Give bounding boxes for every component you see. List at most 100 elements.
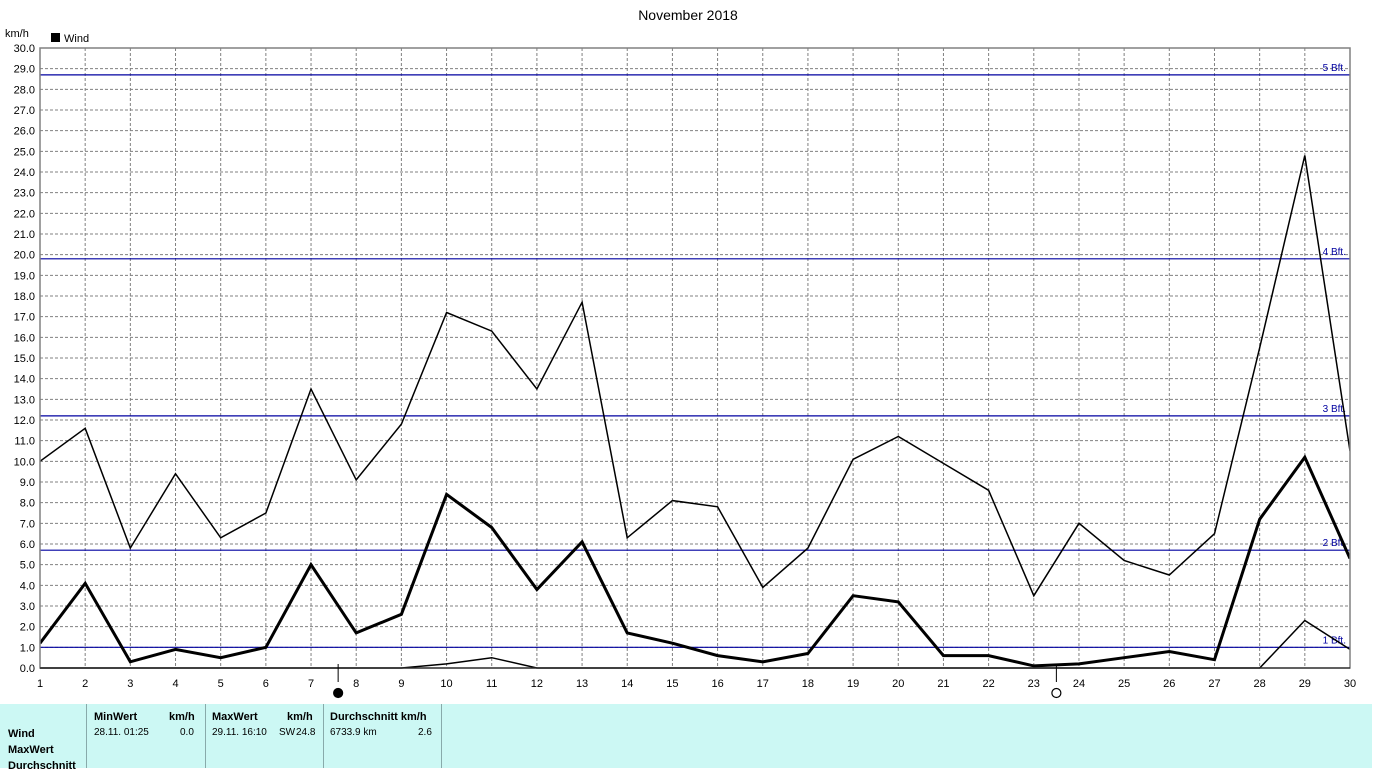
- y-tick-label: 3.0: [20, 601, 35, 613]
- x-tick-label: 28: [1254, 678, 1266, 690]
- grid: [39, 47, 1351, 669]
- y-tick-label: 9.0: [20, 477, 35, 489]
- y-tick-label: 10.0: [14, 456, 35, 468]
- y-tick-label: 16.0: [14, 332, 35, 344]
- y-tick-label: 20.0: [14, 250, 35, 262]
- beaufort-label: 1 Bft.: [1323, 635, 1346, 646]
- x-tick-label: 15: [666, 678, 678, 690]
- min-unit: km/h: [169, 711, 195, 723]
- stats-separator: [86, 704, 87, 768]
- beaufort-lines: 1 Bft. 2 Bft. 3 Bft. 4 Bft. 5 Bft.: [40, 63, 1350, 648]
- y-tick-label: 7.0: [20, 518, 35, 530]
- moon-phases: [333, 664, 1062, 699]
- min-value: 0.0: [180, 727, 194, 738]
- y-tick-label: 22.0: [14, 208, 35, 220]
- series-lines: [40, 155, 1350, 669]
- x-tick-label: 16: [711, 678, 723, 690]
- y-tick-label: 30.0: [14, 43, 35, 55]
- y-tick-label: 2.0: [20, 622, 35, 634]
- new-moon-icon: [333, 687, 344, 699]
- x-tick-label: 21: [937, 678, 949, 690]
- stats-row-durchschnitt: Durchschnitt: [8, 760, 76, 772]
- max-value: 24.8: [296, 727, 316, 738]
- beaufort-label: 5 Bft.: [1323, 63, 1346, 74]
- y-tick-label: 0.0: [20, 663, 35, 675]
- avg-header: Durchschnitt km/h: [330, 711, 427, 723]
- y-tick-label: 4.0: [20, 580, 35, 592]
- x-tick-label: 26: [1163, 678, 1175, 690]
- x-tick-label: 3: [127, 678, 133, 690]
- y-tick-label: 1.0: [20, 642, 35, 654]
- stats-row-maxwert: MaxWert: [8, 744, 54, 756]
- x-tick-label: 17: [757, 678, 769, 690]
- avg-distance: 6733.9 km: [330, 727, 377, 738]
- legend-label: Wind: [64, 33, 89, 45]
- x-tick-label: 6: [263, 678, 269, 690]
- x-tick-label: 10: [440, 678, 452, 690]
- x-tick-label: 8: [353, 678, 359, 690]
- y-tick-label: 24.0: [14, 167, 35, 179]
- chart-title: November 2018: [638, 7, 738, 23]
- x-tick-label: 9: [398, 678, 404, 690]
- beaufort-label: 4 Bft.: [1323, 247, 1346, 258]
- y-tick-label: 28.0: [14, 84, 35, 96]
- axes: 0.01.02.03.04.05.06.07.08.09.010.011.012…: [14, 43, 1357, 690]
- wind-chart: November 2018 km/h Wind 1 Bft. 2 Bft. 3 Bf…: [5, 7, 1357, 699]
- x-tick-label: 27: [1208, 678, 1220, 690]
- y-tick-label: 29.0: [14, 64, 35, 76]
- x-tick-label: 2: [82, 678, 88, 690]
- x-tick-label: 22: [982, 678, 994, 690]
- y-tick-label: 26.0: [14, 126, 35, 138]
- x-tick-label: 29: [1299, 678, 1311, 690]
- y-tick-label: 5.0: [20, 560, 35, 572]
- stats-panel: Wind MaxWert Durchschnitt MinWert km/h 2…: [0, 704, 1372, 772]
- stats-row-labels: Wind MaxWert Durchschnitt: [8, 726, 76, 774]
- max-unit: km/h: [287, 711, 313, 723]
- stats-separator: [205, 704, 206, 768]
- x-tick-label: 24: [1073, 678, 1085, 690]
- y-tick-label: 19.0: [14, 270, 35, 282]
- x-tick-label: 30: [1344, 678, 1356, 690]
- series-line: [40, 454, 1350, 668]
- y-tick-label: 8.0: [20, 498, 35, 510]
- y-axis-unit: km/h: [5, 28, 29, 40]
- y-tick-label: 12.0: [14, 415, 35, 427]
- y-tick-label: 23.0: [14, 188, 35, 200]
- max-header: MaxWert: [212, 711, 258, 723]
- y-tick-label: 15.0: [14, 353, 35, 365]
- min-header: MinWert: [94, 711, 138, 723]
- x-tick-label: 13: [576, 678, 588, 690]
- beaufort-label: 2 Bft.: [1323, 538, 1346, 549]
- x-tick-label: 20: [892, 678, 904, 690]
- max-direction: SW: [279, 727, 296, 738]
- y-tick-label: 27.0: [14, 105, 35, 117]
- x-tick-label: 19: [847, 678, 859, 690]
- max-time: 29.11. 16:10: [212, 727, 267, 738]
- x-tick-label: 1: [37, 678, 43, 690]
- series-line: [40, 155, 1350, 598]
- avg-value: 2.6: [418, 727, 432, 738]
- y-tick-label: 6.0: [20, 539, 35, 551]
- y-tick-label: 25.0: [14, 146, 35, 158]
- stats-separator: [441, 704, 442, 768]
- y-tick-label: 17.0: [14, 312, 35, 324]
- y-tick-label: 14.0: [14, 374, 35, 386]
- x-tick-label: 12: [531, 678, 543, 690]
- y-tick-label: 18.0: [14, 291, 35, 303]
- legend-swatch: [51, 33, 60, 42]
- y-tick-label: 13.0: [14, 394, 35, 406]
- window-edge: [1372, 0, 1381, 768]
- x-tick-label: 4: [172, 678, 178, 690]
- y-tick-label: 21.0: [14, 229, 35, 241]
- y-tick-label: 11.0: [14, 436, 35, 448]
- series-line: [40, 619, 1350, 669]
- x-tick-label: 18: [802, 678, 814, 690]
- x-tick-label: 25: [1118, 678, 1130, 690]
- x-tick-label: 23: [1028, 678, 1040, 690]
- min-time: 28.11. 01:25: [94, 727, 149, 738]
- beaufort-label: 3 Bft.: [1323, 404, 1346, 415]
- x-tick-label: 5: [218, 678, 224, 690]
- stats-row-wind: Wind: [8, 728, 35, 740]
- stats-separator: [323, 704, 324, 768]
- x-tick-label: 7: [308, 678, 314, 690]
